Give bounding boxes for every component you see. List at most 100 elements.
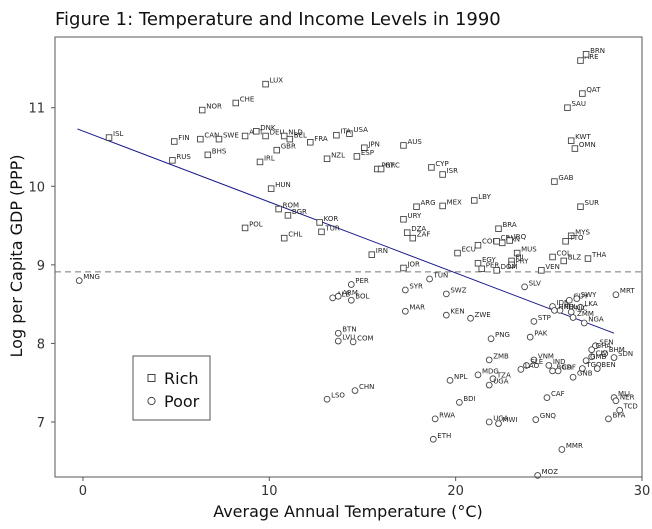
point-label: PRT bbox=[381, 162, 395, 170]
poor-point bbox=[474, 371, 482, 379]
point-label: MAR bbox=[409, 304, 425, 312]
y-tick-label: 7 bbox=[37, 416, 45, 431]
poor-point bbox=[347, 296, 355, 304]
point-label: BGR bbox=[292, 208, 307, 216]
point-label: DNK bbox=[260, 124, 276, 132]
point-label: TCD bbox=[623, 403, 638, 411]
rich-point bbox=[353, 153, 361, 160]
rich-point bbox=[280, 132, 288, 140]
rich-point bbox=[400, 216, 407, 223]
point-label: BRA bbox=[503, 221, 517, 229]
poor-point bbox=[334, 337, 342, 345]
rich-point bbox=[498, 239, 506, 247]
point-label: POL bbox=[249, 220, 263, 228]
point-label: BLZ bbox=[568, 253, 582, 261]
point-label: SLE bbox=[530, 358, 543, 366]
rich-point bbox=[454, 249, 461, 257]
point-label: LAO bbox=[525, 362, 540, 370]
point-label: HND bbox=[558, 303, 574, 311]
rich-point bbox=[198, 106, 206, 114]
point-label: LSO bbox=[331, 392, 345, 400]
rich-point bbox=[169, 157, 176, 164]
point-label: UGA bbox=[493, 415, 509, 423]
x-axis-title: Average Annual Temperature (°C) bbox=[213, 502, 483, 521]
rich-point bbox=[333, 131, 340, 139]
poor-point bbox=[554, 367, 562, 375]
point-label: GBR bbox=[281, 143, 296, 151]
point-label: NIC bbox=[575, 305, 587, 313]
rich-point bbox=[471, 197, 478, 204]
rich-point bbox=[508, 261, 515, 269]
point-label: ZMM bbox=[577, 310, 594, 318]
poor-point bbox=[442, 311, 450, 319]
rich-point bbox=[241, 224, 249, 232]
point-label: SWE bbox=[223, 132, 239, 140]
rich-point bbox=[318, 228, 325, 236]
point-label: PER bbox=[355, 277, 369, 285]
rich-point bbox=[439, 171, 446, 178]
point-label: SEN bbox=[599, 338, 613, 346]
y-tick-label: 9 bbox=[37, 259, 45, 274]
point-label: ISR bbox=[447, 167, 459, 175]
rich-point bbox=[204, 151, 212, 159]
point-label: PAN bbox=[506, 235, 520, 243]
point-label: EGY bbox=[482, 256, 496, 264]
point-label: AUS bbox=[407, 138, 422, 146]
rich-point bbox=[262, 80, 269, 88]
point-label: ARE bbox=[585, 53, 599, 61]
point-label: KEN bbox=[450, 308, 464, 316]
point-label: PRY bbox=[516, 257, 530, 265]
point-label: CIV bbox=[596, 349, 608, 357]
point-label: ZAF bbox=[417, 231, 431, 239]
point-label: QAT bbox=[586, 86, 601, 94]
chart-title: Figure 1: Temperature and Income Levels … bbox=[55, 9, 501, 30]
poor-point bbox=[485, 356, 493, 364]
point-label: IRN bbox=[376, 247, 388, 255]
poor-point bbox=[517, 366, 525, 373]
poor-point bbox=[323, 395, 331, 403]
poor-point bbox=[530, 318, 538, 325]
y-tick-label: 10 bbox=[28, 180, 45, 195]
point-label: CAF bbox=[562, 363, 576, 371]
point-label: SAU bbox=[571, 100, 586, 108]
poor-point bbox=[347, 281, 355, 288]
rich-point bbox=[413, 203, 420, 210]
poor-point bbox=[565, 296, 573, 304]
point-label: IND bbox=[553, 358, 566, 366]
point-label: MUS bbox=[521, 246, 537, 254]
poor-point bbox=[612, 291, 620, 299]
y-axis-title: Log per Capita GDP (PPP) bbox=[7, 155, 26, 358]
point-label: PER bbox=[486, 261, 500, 269]
rich-point bbox=[280, 234, 288, 242]
rich-point bbox=[551, 178, 558, 185]
rich-point bbox=[582, 51, 590, 58]
point-label: ITA bbox=[340, 128, 351, 136]
poor-point bbox=[349, 338, 357, 346]
poor-point bbox=[334, 292, 342, 300]
poor-point bbox=[612, 397, 620, 405]
x-tick-label: 0 bbox=[79, 484, 87, 499]
point-label: BHS bbox=[212, 147, 227, 155]
poor-point bbox=[523, 362, 530, 369]
poor-point bbox=[467, 314, 474, 322]
rich-point bbox=[493, 238, 500, 245]
point-label: BEN bbox=[601, 361, 615, 369]
x-tick-label: 10 bbox=[261, 484, 278, 499]
point-label: BFA bbox=[612, 411, 625, 419]
poor-point bbox=[401, 307, 409, 315]
rich-point bbox=[400, 264, 407, 272]
rich-point bbox=[560, 257, 567, 265]
x-tick-label: 30 bbox=[634, 484, 651, 499]
rich-point bbox=[275, 205, 282, 213]
point-label: DOM bbox=[501, 263, 518, 271]
poor-point bbox=[334, 329, 342, 337]
poor-point bbox=[582, 357, 590, 365]
poor-point bbox=[489, 375, 497, 383]
poor-point bbox=[588, 353, 596, 361]
poor-point bbox=[569, 314, 577, 321]
poor-point bbox=[426, 275, 433, 283]
rich-point bbox=[478, 265, 485, 273]
rich-point bbox=[273, 146, 281, 154]
rich-point bbox=[105, 134, 113, 141]
point-label: SWZ bbox=[450, 286, 466, 294]
